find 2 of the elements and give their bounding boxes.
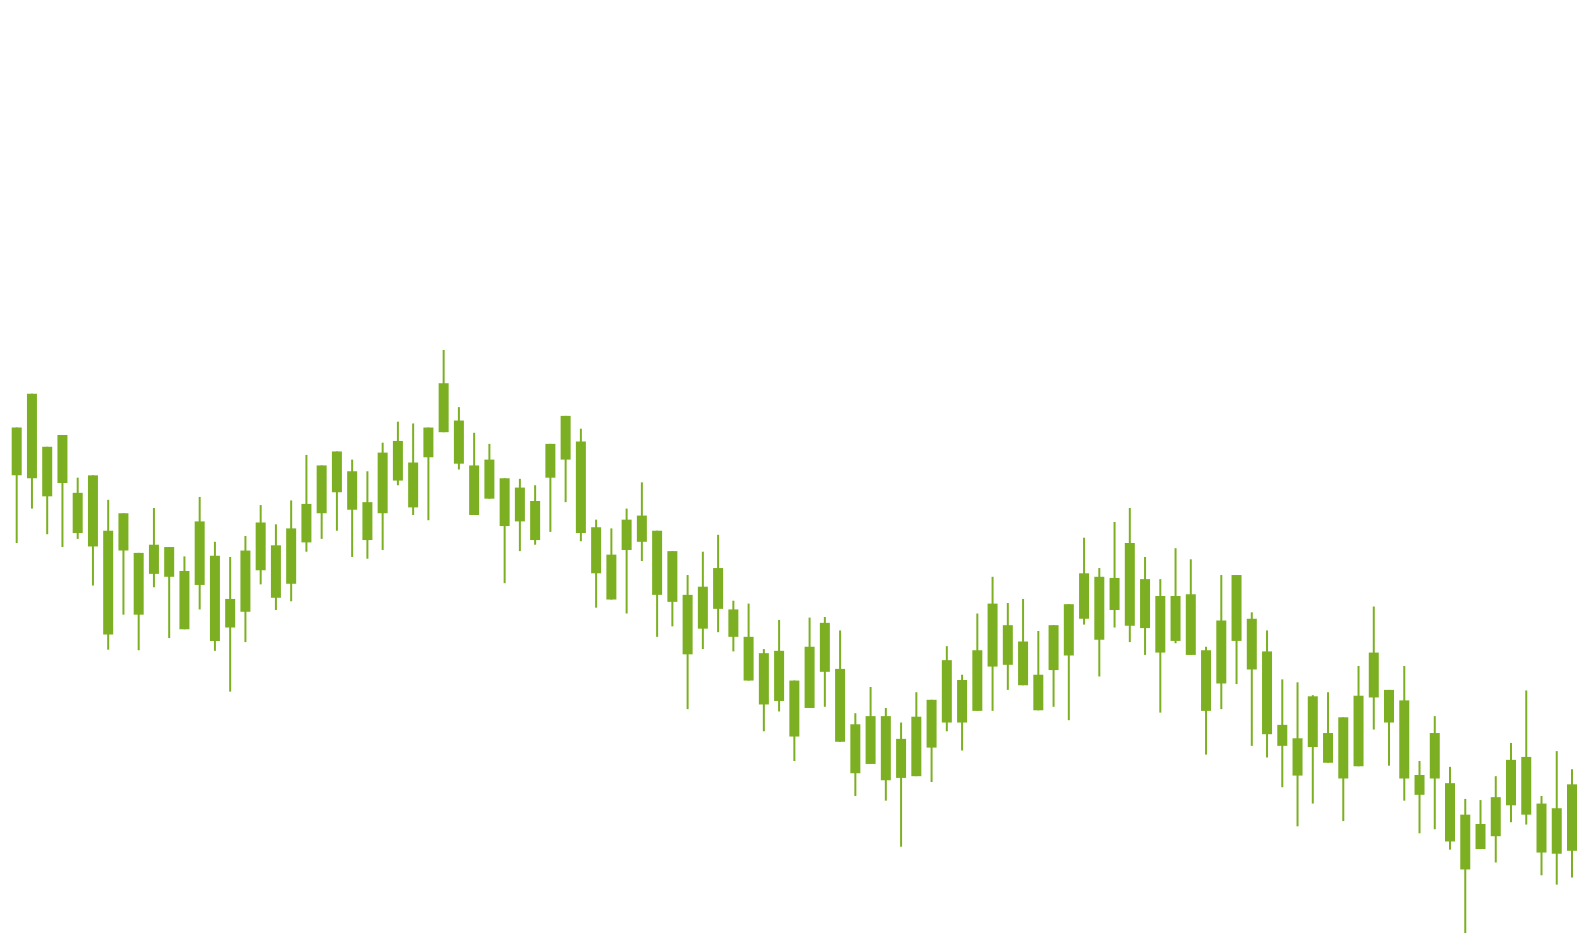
- candlestick: [1277, 678, 1288, 789]
- candlestick: [1414, 760, 1425, 835]
